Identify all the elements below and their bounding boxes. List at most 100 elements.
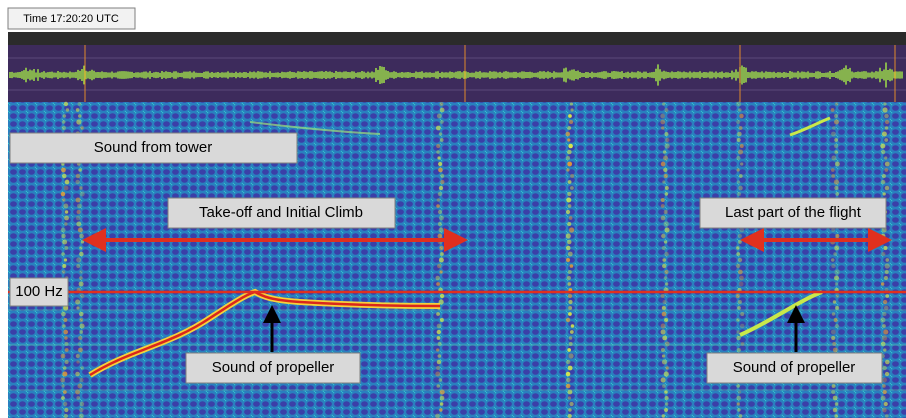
streak-dot xyxy=(834,414,838,418)
streak-dot xyxy=(662,258,666,262)
streak-dot xyxy=(78,227,83,232)
streak-dot xyxy=(665,186,669,190)
streak-dot xyxy=(439,257,444,262)
streak-dot xyxy=(882,131,887,136)
streak-dot xyxy=(63,203,68,208)
streak-dot xyxy=(662,359,667,364)
streak-dot xyxy=(567,126,571,130)
streak-dot xyxy=(436,126,441,131)
streak-dot xyxy=(738,186,742,190)
streak-dot xyxy=(79,378,83,382)
streak-dot xyxy=(440,174,444,178)
streak-dot xyxy=(566,197,571,202)
streak-dot xyxy=(440,120,444,124)
streak-dot xyxy=(436,150,440,154)
streak-dot xyxy=(567,150,572,155)
streak-dot xyxy=(569,402,573,406)
streak-dot xyxy=(665,132,669,136)
streak-dot xyxy=(661,162,666,167)
streak-dot xyxy=(438,354,442,358)
streak-dot xyxy=(440,318,444,322)
streak-dot xyxy=(884,168,888,172)
streak-dot xyxy=(62,384,65,387)
streak-dot xyxy=(883,329,888,334)
streak-dot xyxy=(62,126,66,130)
streak-dot xyxy=(566,318,570,322)
streak-dot xyxy=(80,366,84,370)
streak-dot xyxy=(736,336,740,340)
streak-dot xyxy=(884,114,889,119)
streak-dot xyxy=(885,263,890,268)
streak-dot xyxy=(567,138,570,141)
streak-dot xyxy=(569,120,573,124)
streak-dot xyxy=(61,192,65,196)
streak-dot xyxy=(437,264,441,268)
streak-dot xyxy=(881,396,886,401)
streak-dot xyxy=(883,102,886,105)
streak-dot xyxy=(834,138,838,142)
streak-dot xyxy=(661,234,665,238)
streak-dot xyxy=(65,360,69,364)
streak-dot xyxy=(440,252,444,256)
streak-dot xyxy=(64,258,67,261)
streak-dot xyxy=(440,396,445,401)
streak-dot xyxy=(437,198,440,201)
streak-dot xyxy=(831,336,835,340)
streak-dot xyxy=(883,348,886,351)
streak-dot xyxy=(740,324,744,328)
streak-dot xyxy=(831,168,835,172)
streak-dot xyxy=(736,246,739,249)
streak-dot xyxy=(62,371,67,376)
streak-dot xyxy=(835,162,840,167)
streak-dot xyxy=(885,162,890,167)
streak-dot xyxy=(566,378,570,382)
streak-dot xyxy=(737,168,740,171)
streak-dot xyxy=(736,294,740,298)
streak-dot xyxy=(884,402,888,406)
streak-dot xyxy=(568,114,572,118)
streak-dot xyxy=(736,156,740,160)
streak-dot xyxy=(77,204,82,209)
streak-dot xyxy=(739,114,743,118)
streak-dot xyxy=(660,114,665,119)
streak-dot xyxy=(64,102,68,106)
streak-dot xyxy=(63,330,68,335)
streak-dot xyxy=(832,312,835,315)
streak-dot xyxy=(740,162,743,165)
streak-dot xyxy=(737,132,742,137)
streak-dot xyxy=(664,318,668,322)
page: Time 17:20:20 UTC Sound from tower Take-… xyxy=(0,0,906,418)
streak-dot xyxy=(833,396,838,401)
streak-dot xyxy=(62,270,65,273)
streak-dot xyxy=(739,174,743,178)
streak-dot xyxy=(664,371,669,376)
streak-dot xyxy=(736,252,740,256)
streak-dot xyxy=(885,414,889,418)
streak-dot xyxy=(80,323,85,328)
streak-dot xyxy=(435,372,440,377)
streak-dot xyxy=(664,108,668,112)
streak-dot xyxy=(567,192,571,196)
streak-dot xyxy=(76,222,81,227)
streak-dot xyxy=(566,156,570,160)
streak-dot xyxy=(63,366,67,370)
streak-dot xyxy=(662,336,667,341)
streak-dot xyxy=(665,282,668,285)
streak-dot xyxy=(75,180,79,184)
streak-dot xyxy=(835,234,839,238)
streak-dot xyxy=(880,317,885,322)
streak-dot xyxy=(883,192,886,195)
streak-dot xyxy=(439,378,443,382)
streak-dot xyxy=(883,246,887,250)
streak-dot xyxy=(661,216,666,221)
streak-dot xyxy=(61,312,66,317)
streak-dot xyxy=(739,276,744,281)
streak-dot xyxy=(436,312,440,316)
streak-dot xyxy=(566,384,571,389)
streak-dot xyxy=(834,186,838,190)
streak-dot xyxy=(66,108,69,111)
streak-dot xyxy=(736,120,740,124)
streak-dot xyxy=(76,119,81,124)
streak-dot xyxy=(76,360,79,363)
streak-dot xyxy=(833,300,836,303)
